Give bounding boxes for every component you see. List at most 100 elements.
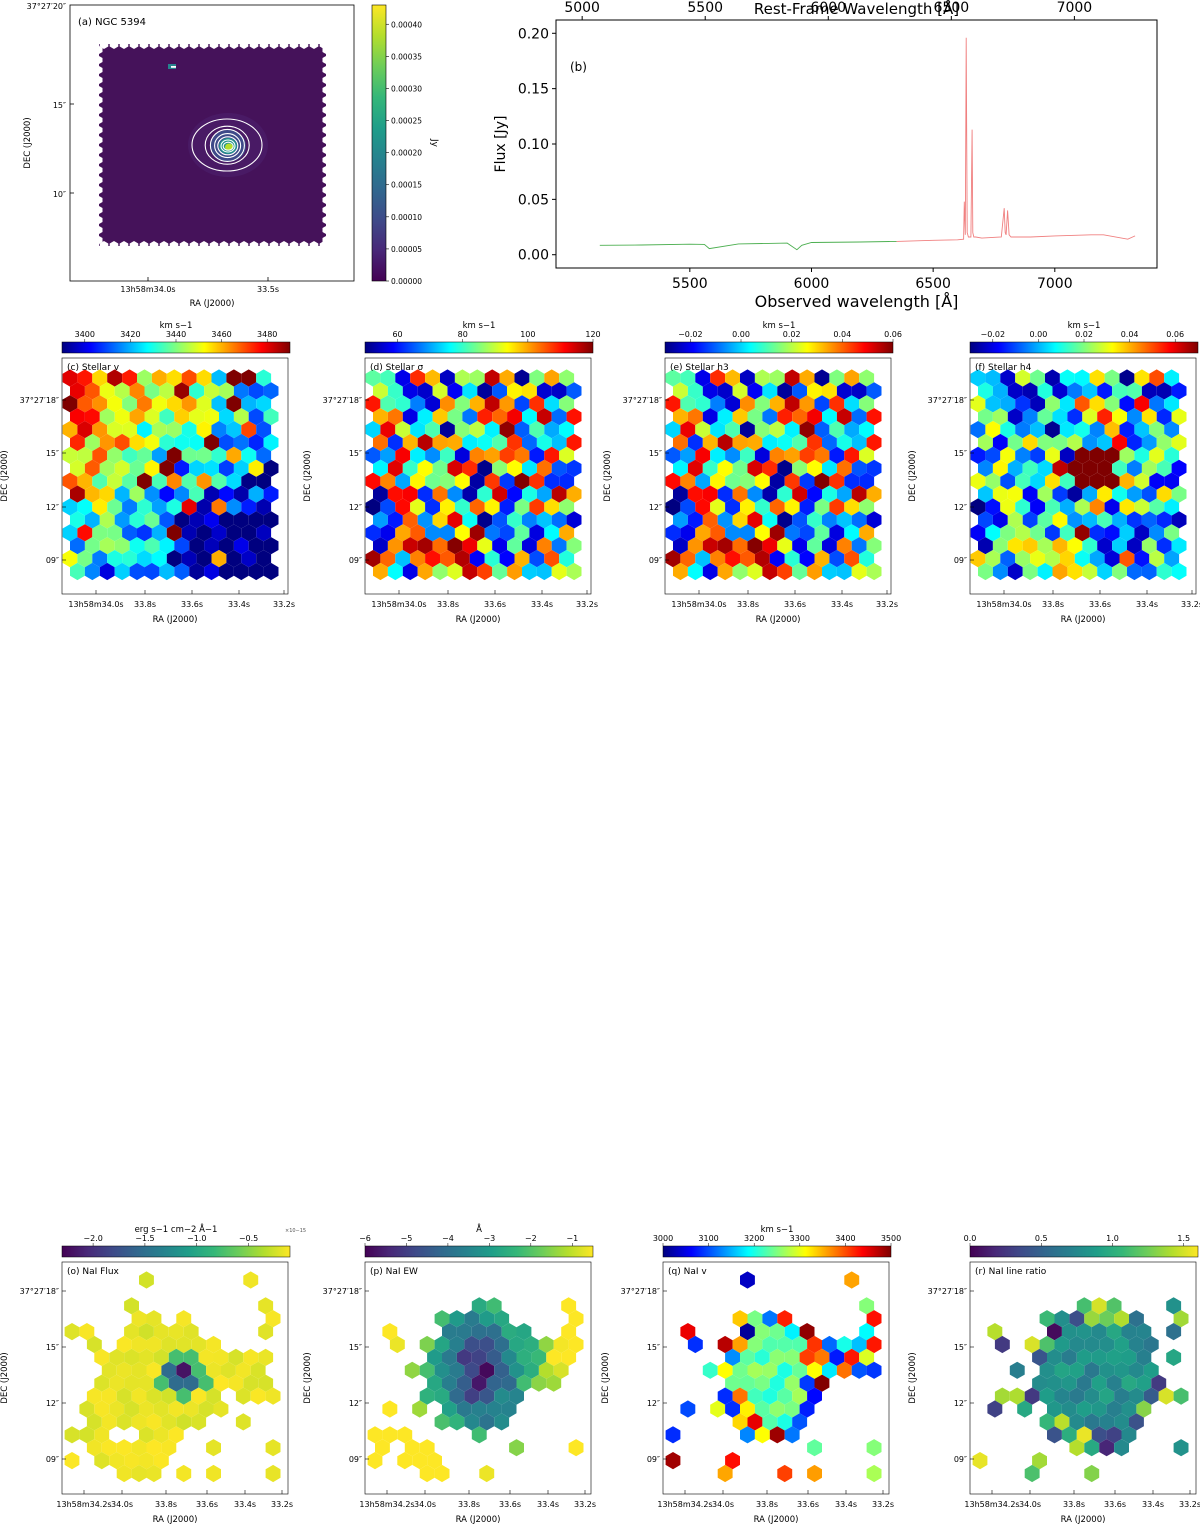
spaxel xyxy=(432,408,448,426)
spaxel xyxy=(109,1348,125,1366)
spaxel xyxy=(799,472,815,490)
spaxel xyxy=(514,395,530,413)
spaxel xyxy=(181,550,197,568)
spaxel xyxy=(499,498,515,516)
spaxel xyxy=(501,1400,517,1418)
y-tick-label: 12″ xyxy=(349,503,362,512)
spaxel xyxy=(702,562,718,581)
x-tick-label: 33.4s xyxy=(1136,600,1158,609)
spaxel xyxy=(680,421,696,439)
spaxel xyxy=(124,1348,139,1366)
spaxel xyxy=(129,408,145,426)
x-tick-label: 33.2s xyxy=(872,1500,894,1509)
spaxel xyxy=(1141,382,1157,400)
spaxel xyxy=(151,395,167,413)
foreground-star-core xyxy=(171,66,176,68)
spaxel xyxy=(1114,1439,1129,1457)
spaxel xyxy=(1047,1400,1062,1418)
panel-c: (c) Stellar v37°27′18″15″12″09″13h58m34.… xyxy=(0,321,295,625)
spaxel xyxy=(139,1426,154,1444)
spaxel xyxy=(807,433,822,452)
spaxel xyxy=(248,511,264,529)
spaxel xyxy=(1061,1426,1077,1444)
spaxel xyxy=(559,472,575,490)
spaxel xyxy=(1000,524,1016,542)
spaxel xyxy=(196,421,212,439)
y-axis-label: DEC (J2000) xyxy=(603,450,613,501)
spaxel xyxy=(432,537,448,555)
edge-notch xyxy=(322,136,330,144)
spaxel xyxy=(522,537,537,555)
spaxel xyxy=(680,395,696,413)
spaxel xyxy=(1171,382,1187,400)
spaxel xyxy=(492,511,508,529)
spaxel xyxy=(1099,1361,1115,1379)
spaxel xyxy=(226,369,242,387)
spaxel xyxy=(1156,408,1172,426)
spaxel xyxy=(395,472,411,490)
edge-notch xyxy=(249,241,259,251)
spaxel xyxy=(710,395,726,413)
spaxel xyxy=(425,421,440,439)
spaxel xyxy=(1067,562,1083,581)
spaxel xyxy=(189,408,205,426)
y-tick-label: 37°27′18″ xyxy=(20,1287,59,1296)
spectrum-red-series xyxy=(896,37,1136,242)
x-tick-label: 33.2s xyxy=(1179,1500,1200,1509)
spaxel xyxy=(471,1400,487,1418)
y-tick-label: 37°27′20″ xyxy=(27,2,66,11)
spaxel xyxy=(1069,1335,1085,1354)
spaxel xyxy=(427,1348,442,1366)
y-tick-label: 15″ xyxy=(349,1343,362,1352)
spaxel xyxy=(382,1400,398,1418)
spaxel xyxy=(462,459,478,477)
panel-f-title: (f) Stellar h4 xyxy=(975,363,1032,373)
spaxel xyxy=(1149,395,1165,413)
spaxel xyxy=(970,421,986,439)
spaxel xyxy=(176,1335,192,1354)
spaxel xyxy=(189,382,205,400)
spaxel xyxy=(84,459,100,477)
spaxel xyxy=(1127,433,1142,452)
spaxel xyxy=(124,1323,139,1341)
spaxel xyxy=(256,550,272,568)
spaxel xyxy=(462,485,478,503)
edge-notch xyxy=(322,166,330,174)
spaxel xyxy=(144,562,160,581)
x-tick-label: 5500 xyxy=(672,276,708,292)
y-tick-label: 12″ xyxy=(349,1399,362,1408)
spaxel xyxy=(1039,1387,1055,1405)
spaxel xyxy=(243,1271,259,1289)
spaxel xyxy=(754,472,770,490)
spaxel xyxy=(516,1374,532,1392)
spaxel xyxy=(807,382,822,400)
spaxel xyxy=(233,433,249,452)
spaxel xyxy=(99,382,115,400)
spaxel xyxy=(553,1361,569,1379)
spaxel xyxy=(1052,562,1068,581)
edge-notch xyxy=(199,241,209,251)
spaxel xyxy=(784,1426,800,1444)
spaxel xyxy=(70,537,85,555)
spaxel xyxy=(1104,550,1120,568)
spaxel xyxy=(829,1348,845,1366)
spaxel xyxy=(131,1464,147,1483)
spaxel xyxy=(1082,459,1098,477)
spaxel xyxy=(561,1323,577,1341)
spaxel xyxy=(99,485,115,503)
spaxel xyxy=(1074,446,1090,464)
spaxel xyxy=(792,537,808,555)
spaxel xyxy=(1030,446,1045,464)
spaxel xyxy=(198,1374,214,1392)
spaxel xyxy=(1114,1387,1129,1405)
spaxel xyxy=(1129,1387,1144,1405)
spaxel xyxy=(829,446,845,464)
edge-notch xyxy=(309,241,319,251)
spaxel xyxy=(762,408,778,426)
spaxel xyxy=(1017,1400,1033,1418)
spaxel xyxy=(380,395,396,413)
edge-notch xyxy=(95,106,103,114)
spaxel xyxy=(740,550,755,568)
spaxel xyxy=(494,1361,510,1379)
edge-notch xyxy=(95,226,103,234)
